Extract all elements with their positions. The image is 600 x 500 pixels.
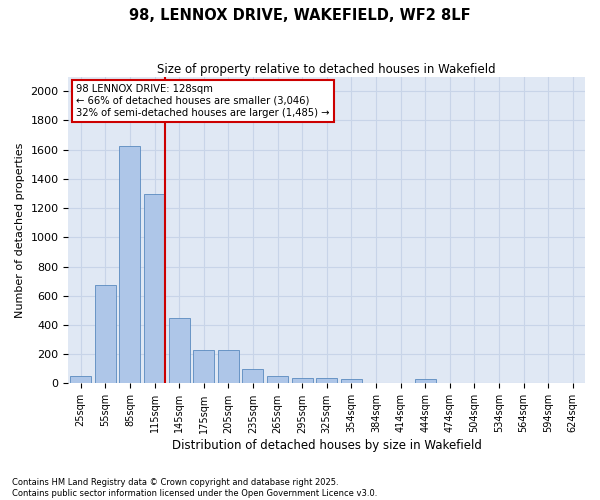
Bar bbox=[292, 378, 313, 384]
Bar bbox=[415, 379, 436, 384]
Bar bbox=[316, 378, 337, 384]
Bar bbox=[341, 379, 362, 384]
Bar bbox=[70, 376, 91, 384]
Bar bbox=[95, 285, 116, 384]
Bar bbox=[267, 376, 288, 384]
X-axis label: Distribution of detached houses by size in Wakefield: Distribution of detached houses by size … bbox=[172, 440, 482, 452]
Text: Contains HM Land Registry data © Crown copyright and database right 2025.
Contai: Contains HM Land Registry data © Crown c… bbox=[12, 478, 377, 498]
Bar bbox=[169, 318, 190, 384]
Bar bbox=[242, 369, 263, 384]
Y-axis label: Number of detached properties: Number of detached properties bbox=[15, 142, 25, 318]
Bar bbox=[193, 350, 214, 384]
Text: 98 LENNOX DRIVE: 128sqm
← 66% of detached houses are smaller (3,046)
32% of semi: 98 LENNOX DRIVE: 128sqm ← 66% of detache… bbox=[76, 84, 329, 117]
Text: 98, LENNOX DRIVE, WAKEFIELD, WF2 8LF: 98, LENNOX DRIVE, WAKEFIELD, WF2 8LF bbox=[129, 8, 471, 22]
Bar bbox=[218, 350, 239, 384]
Bar bbox=[119, 146, 140, 384]
Title: Size of property relative to detached houses in Wakefield: Size of property relative to detached ho… bbox=[157, 62, 496, 76]
Bar bbox=[144, 194, 165, 384]
